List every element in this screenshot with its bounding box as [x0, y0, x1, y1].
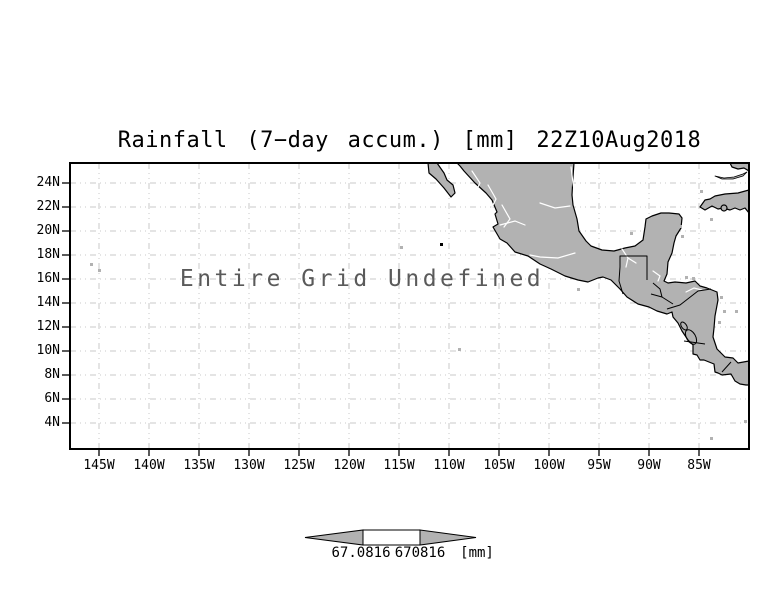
country-borders — [618, 255, 732, 373]
lon-tick-label: 120W — [333, 458, 365, 473]
landmass-baja-california — [427, 163, 456, 198]
lon-tick-label: 125W — [283, 458, 315, 473]
island-specks — [90, 190, 747, 440]
landmass-mexico-central-america — [456, 163, 749, 386]
lat-tick-label: 22N — [36, 199, 60, 214]
lon-tick-label: 145W — [83, 458, 115, 473]
lat-tick-label: 12N — [36, 319, 60, 334]
plot-title: Rainfall (7−day accum.) [mm] 22Z10Aug201… — [117, 128, 702, 153]
lat-tick-label: 18N — [36, 247, 60, 262]
basemap-layer — [90, 163, 749, 440]
lake-nicaragua — [684, 329, 698, 345]
rivers — [471, 166, 703, 293]
lat-tick-label: 8N — [44, 367, 60, 382]
landmass-cuba — [699, 189, 749, 214]
lon-tick-label: 130W — [233, 458, 265, 473]
lon-tick-label: 85W — [687, 458, 711, 473]
colorbar-right-arrow — [419, 529, 477, 546]
lon-tick-label: 140W — [133, 458, 165, 473]
colorbar-left-arrow — [304, 529, 364, 546]
lon-tick-label: 135W — [183, 458, 215, 473]
colorbar-unit-label: [mm] — [460, 545, 494, 561]
lon-tick-label: 90W — [637, 458, 661, 473]
lon-tick-label: 105W — [483, 458, 515, 473]
lon-tick-label: 110W — [433, 458, 465, 473]
colorbar-segment — [362, 529, 421, 546]
axis-ticks — [62, 182, 700, 456]
colorbar — [304, 529, 477, 546]
lat-tick-label: 14N — [36, 295, 60, 310]
landmass-florida-tip — [729, 163, 749, 172]
lat-tick-label: 16N — [36, 271, 60, 286]
lon-tick-label: 115W — [383, 458, 415, 473]
lat-tick-label: 6N — [44, 391, 60, 406]
isla-juventud — [720, 204, 728, 212]
colorbar-low-label: 67.0816 — [331, 545, 391, 561]
lat-tick-label: 10N — [36, 343, 60, 358]
lat-tick-label: 24N — [36, 175, 60, 190]
undefined-message: Entire Grid Undefined — [179, 266, 545, 292]
florida-keys — [714, 171, 748, 180]
lake-managua — [680, 321, 688, 331]
lon-tick-label: 95W — [587, 458, 611, 473]
lat-tick-label: 4N — [44, 415, 60, 430]
lat-tick-label: 20N — [36, 223, 60, 238]
lon-tick-label: 100W — [533, 458, 565, 473]
plot-frame — [69, 162, 750, 450]
colorbar-high-label: 670816 — [394, 545, 446, 561]
